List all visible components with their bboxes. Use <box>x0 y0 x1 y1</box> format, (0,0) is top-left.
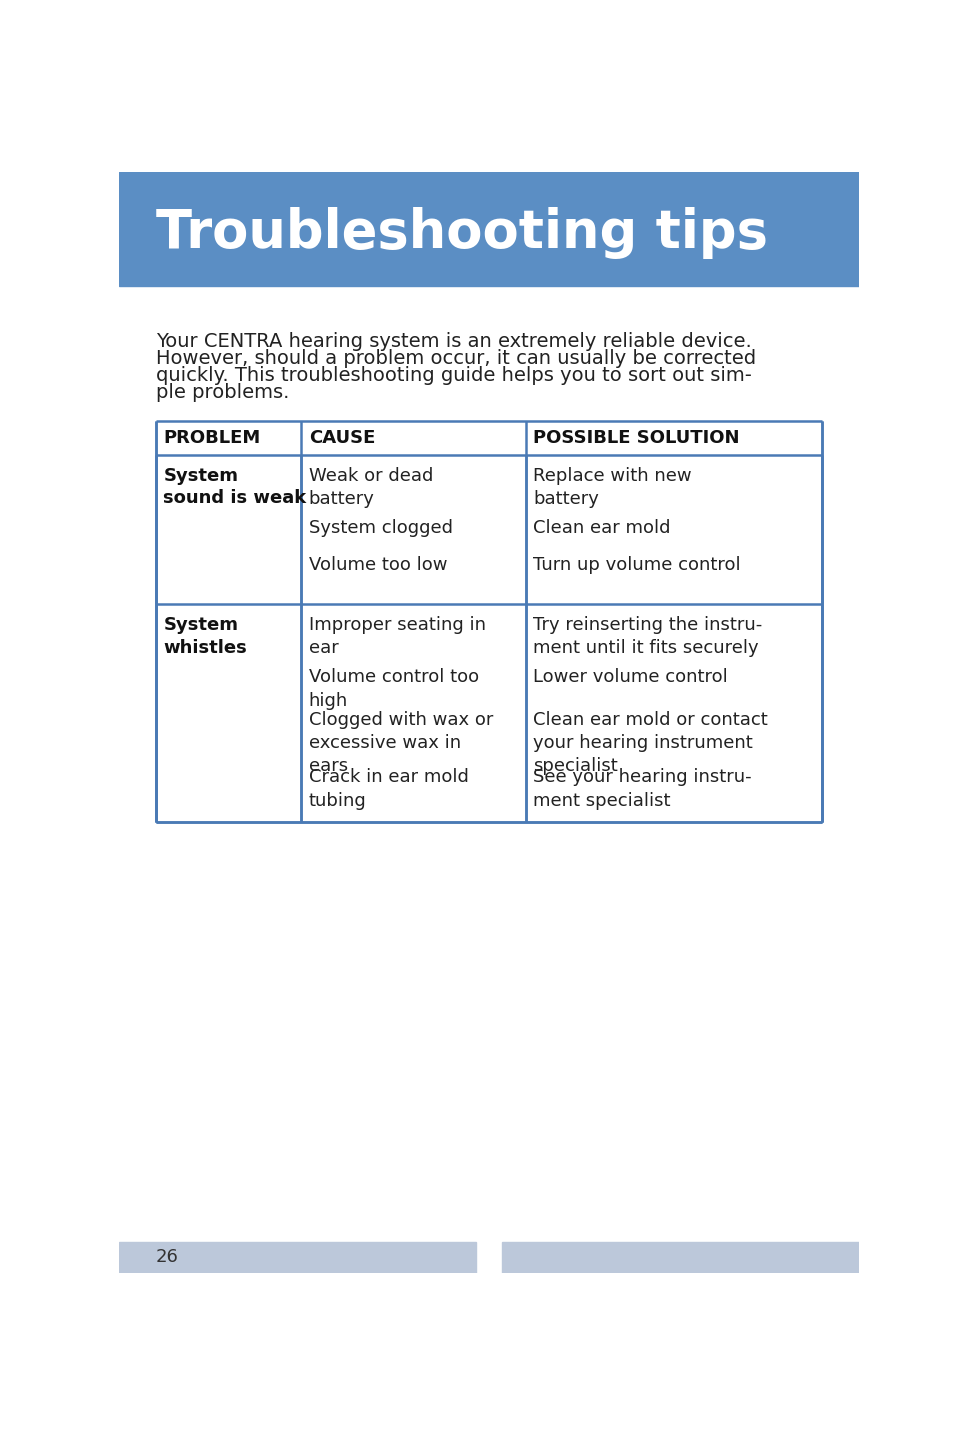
Text: Your CENTRA hearing system is an extremely reliable device.: Your CENTRA hearing system is an extreme… <box>155 332 751 350</box>
Text: Volume too low: Volume too low <box>309 556 447 573</box>
Bar <box>119 172 858 286</box>
Text: CAUSE: CAUSE <box>309 429 375 448</box>
Text: Replace with new
battery: Replace with new battery <box>533 466 691 508</box>
Text: Clean ear mold: Clean ear mold <box>533 519 670 536</box>
Text: Crack in ear mold
tubing: Crack in ear mold tubing <box>309 768 468 809</box>
Text: quickly. This troubleshooting guide helps you to sort out sim-: quickly. This troubleshooting guide help… <box>155 366 751 385</box>
Text: Clogged with wax or
excessive wax in
ears: Clogged with wax or excessive wax in ear… <box>309 711 493 775</box>
Text: Clean ear mold or contact
your hearing instrument
specialist: Clean ear mold or contact your hearing i… <box>533 711 767 775</box>
Bar <box>119 1241 476 1273</box>
Text: Weak or dead
battery: Weak or dead battery <box>309 466 433 508</box>
Bar <box>501 1241 858 1273</box>
Text: Volume control too
high: Volume control too high <box>309 668 478 709</box>
Text: System
sound is weak: System sound is weak <box>163 466 306 508</box>
Text: Troubleshooting tips: Troubleshooting tips <box>155 207 767 259</box>
Text: However, should a problem occur, it can usually be corrected: However, should a problem occur, it can … <box>155 349 755 368</box>
Text: Turn up volume control: Turn up volume control <box>533 556 740 573</box>
Text: Improper seating in
ear: Improper seating in ear <box>309 616 485 658</box>
Text: System
whistles: System whistles <box>163 616 247 656</box>
Text: POSSIBLE SOLUTION: POSSIBLE SOLUTION <box>533 429 740 448</box>
Text: System clogged: System clogged <box>309 519 453 536</box>
Text: Try reinserting the instru-
ment until it fits securely: Try reinserting the instru- ment until i… <box>533 616 761 658</box>
Text: Lower volume control: Lower volume control <box>533 668 727 686</box>
Text: 26: 26 <box>155 1248 178 1267</box>
Text: PROBLEM: PROBLEM <box>163 429 260 448</box>
Text: See your hearing instru-
ment specialist: See your hearing instru- ment specialist <box>533 768 751 809</box>
Text: ple problems.: ple problems. <box>155 383 289 402</box>
